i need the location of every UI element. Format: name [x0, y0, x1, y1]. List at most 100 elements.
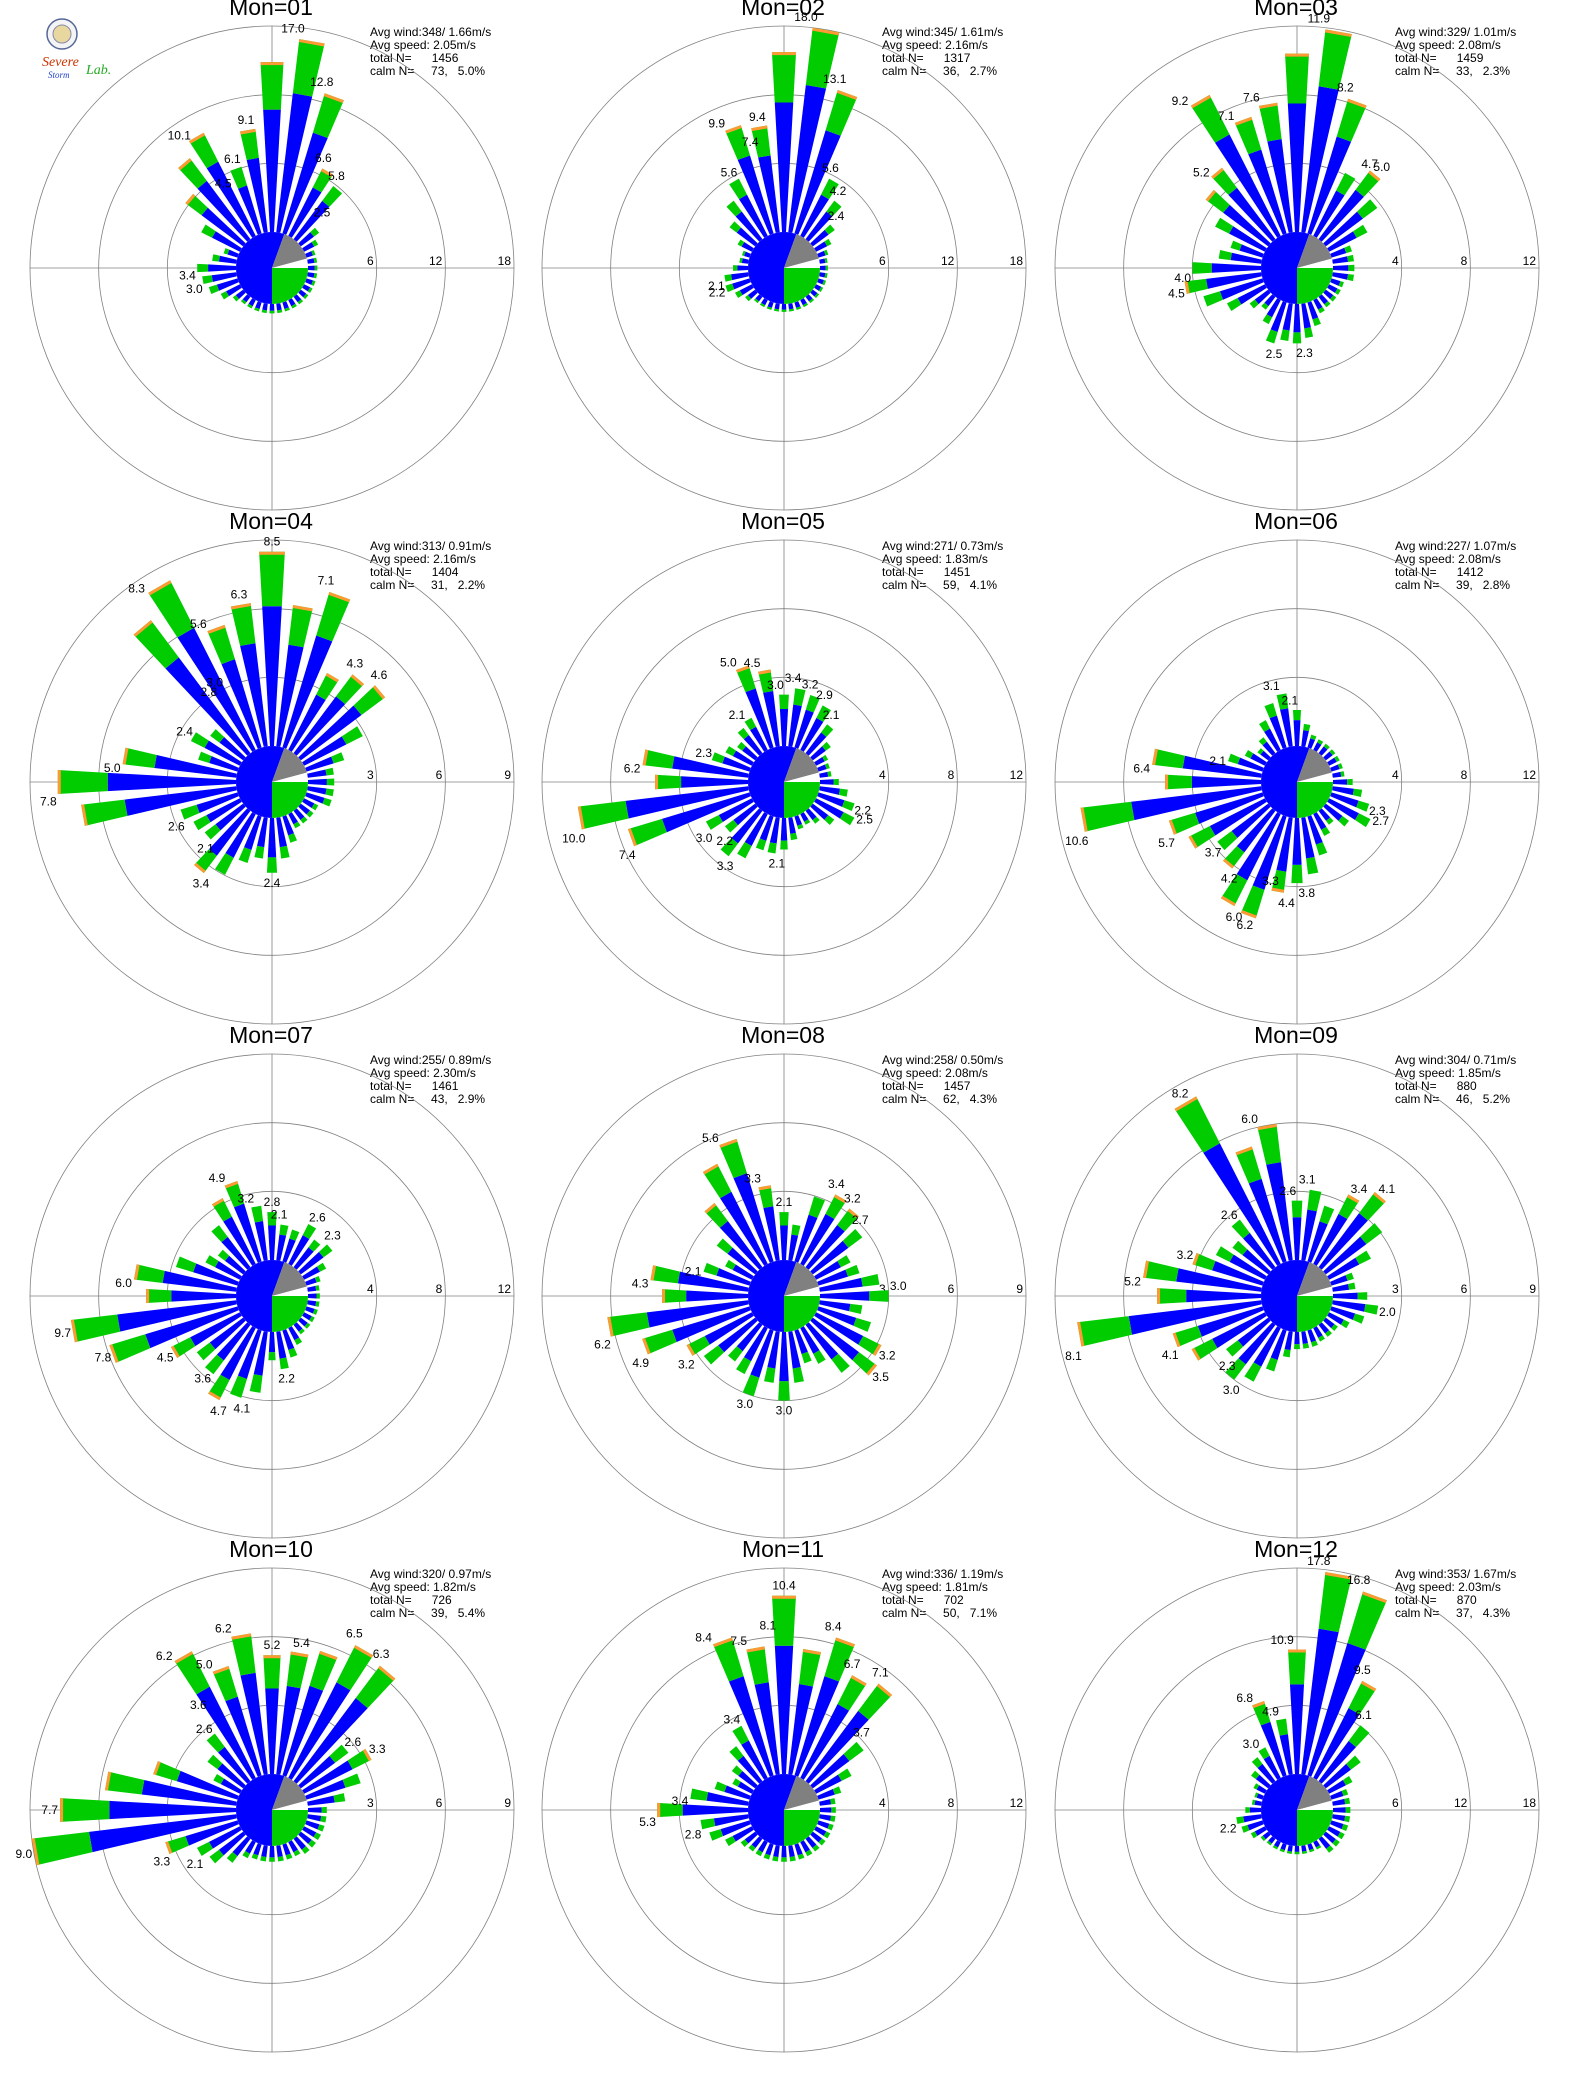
bar-green-segment — [822, 741, 831, 751]
bar-green-segment — [1360, 1223, 1383, 1245]
bar-green-segment — [1342, 1775, 1353, 1786]
bar-green-segment — [1215, 217, 1234, 234]
bar-value-label: 3.0 — [890, 1279, 907, 1293]
bar-green-segment — [824, 272, 828, 279]
bar-orange-tip — [1257, 1123, 1277, 1131]
bar-value-label: 4.5 — [157, 1351, 174, 1365]
bar-value-label: 3.8 — [1298, 886, 1315, 900]
bar-orange-tip — [239, 128, 256, 135]
bar-blue-segment — [736, 227, 758, 247]
bar-green-segment — [1228, 753, 1241, 765]
bar-orange-tip — [378, 1665, 396, 1681]
bar-value-label: 4.1 — [1162, 1348, 1179, 1362]
bar-green-segment — [1241, 1824, 1250, 1833]
bar-blue-segment — [800, 1326, 820, 1354]
bar-blue-segment — [1280, 1843, 1287, 1851]
bar-blue-segment — [1292, 1217, 1302, 1261]
bar-orange-tip — [866, 1363, 877, 1376]
bar-value-label: 7.7 — [41, 1803, 58, 1817]
bar-blue-segment — [819, 1300, 851, 1312]
calm-sector-green — [784, 1810, 820, 1846]
bar-blue-segment — [238, 185, 262, 235]
bar-orange-tip — [1077, 1321, 1085, 1347]
bar-blue-segment — [1255, 1774, 1271, 1789]
bar-green-segment — [1190, 94, 1230, 143]
bar-blue-segment — [1307, 738, 1316, 749]
bar-blue-segment — [288, 298, 296, 307]
bar-orange-tip — [725, 125, 742, 134]
calm-sector-gray — [784, 234, 819, 268]
bar-blue-segment — [211, 272, 237, 282]
wind-rose-plot: 3 6 9 9.0 7.7 6.2 6.2 5.0 5.2 5.4 6.5 6.3 3.6 2.6 2.6 3… — [15, 1567, 515, 2053]
bar-value-label: 2.6 — [1221, 1208, 1238, 1222]
wind-rose-plot: 4 8 12 9.7 7.8 6.0 4.9 4.5 4.7 4.1 3.2 2.82.1 2.6 2.3… — [29, 1053, 515, 1539]
wind-rose-plot: 4 8 12 10.4 8.4 8.4 8.1 7.5 6.7 7.1 3.7 3.4 5.3 3.4 2.… — [541, 1567, 1027, 2053]
wind-rose-plot: 4 8 1210.66.45.76.26.04.43.83.34.23.73.12.… — [1054, 539, 1540, 1025]
bar-green-segment — [1337, 1831, 1345, 1840]
bar-green-segment — [1172, 1325, 1202, 1348]
bar-blue-segment — [704, 1312, 754, 1345]
bar-value-label: 3.2 — [879, 1349, 896, 1363]
bar-group — [607, 1138, 889, 1401]
bar-green-segment — [165, 1836, 189, 1854]
ring-label: 9 — [504, 1796, 511, 1810]
bar-green-segment — [780, 840, 788, 850]
bar-green-segment — [1288, 1649, 1306, 1685]
bar-blue-segment — [305, 756, 334, 772]
bar-blue-segment — [1330, 278, 1341, 286]
bar-blue-segment — [1263, 1755, 1281, 1780]
bar-green-segment — [1258, 737, 1267, 746]
bar-blue-segment — [817, 1820, 830, 1829]
bar-green-segment — [279, 845, 290, 859]
bar-green-segment — [1326, 817, 1334, 825]
bar-green-segment — [729, 178, 747, 200]
bar-green-segment — [1294, 1851, 1300, 1855]
bar-blue-segment — [293, 696, 346, 756]
bar-blue-segment — [817, 1269, 849, 1286]
bar-orange-tip — [1288, 1649, 1306, 1653]
bar-blue-segment — [293, 294, 302, 303]
wind-stats: Avg wind:271/ 0.73m/s Avg speed: 1.83m/s t… — [882, 540, 1003, 592]
bar-orange-tip — [642, 749, 649, 766]
bar-value-label: 5.2 — [1193, 165, 1210, 179]
bar-orange-tip — [207, 624, 226, 634]
bar-blue-segment — [794, 130, 841, 235]
bar-blue-segment — [212, 231, 242, 252]
bar-orange-tip — [211, 1198, 224, 1207]
bar-green-segment — [705, 814, 723, 830]
avg-speed-value: 2.16m/s — [433, 552, 476, 566]
bar-green-segment — [1225, 1358, 1246, 1380]
bar-value-label: 2.1 — [823, 708, 840, 722]
bar-green-segment — [729, 221, 741, 233]
bar-blue-segment — [732, 1826, 754, 1842]
bar-green-segment — [60, 1798, 110, 1822]
ring-label: 9 — [1016, 1282, 1023, 1296]
bar-green-segment — [239, 128, 259, 160]
range-ring — [541, 1053, 1027, 1539]
calm-sector-green — [1297, 782, 1333, 818]
bar-green-segment — [1192, 262, 1212, 274]
bar-value-label: 5.2 — [1124, 1275, 1141, 1289]
bar-value-label: 2.6 — [196, 1722, 213, 1736]
bar-blue-segment — [206, 798, 242, 823]
calm-sector-white — [1297, 1286, 1333, 1296]
bar-blue-segment — [1327, 1826, 1341, 1837]
stats-row: calm N= 33, 2.3% — [1395, 64, 1511, 78]
bar-green-segment — [1326, 1845, 1334, 1853]
bar-blue-segment — [788, 1845, 795, 1858]
avg-wind-value: 320/ 0.97m/s — [421, 1567, 492, 1581]
bar-green-segment — [316, 1262, 327, 1272]
bar-green-segment — [197, 263, 209, 273]
bar-blue-segment — [737, 155, 774, 235]
bar-green-segment — [1262, 314, 1273, 325]
calm-sector-blue — [1261, 1260, 1297, 1332]
bar-green-segment — [822, 754, 829, 762]
bar-blue-segment — [625, 786, 749, 819]
bar-value-label: 6.0 — [115, 1276, 132, 1290]
bar-blue-segment — [1293, 303, 1301, 333]
bar-blue-segment — [298, 1831, 312, 1844]
bar-green-segment — [758, 1185, 774, 1209]
bar-green-segment — [223, 248, 230, 255]
bar-orange-tip — [1191, 1347, 1201, 1361]
avg-speed-value: 2.16m/s — [945, 38, 988, 52]
